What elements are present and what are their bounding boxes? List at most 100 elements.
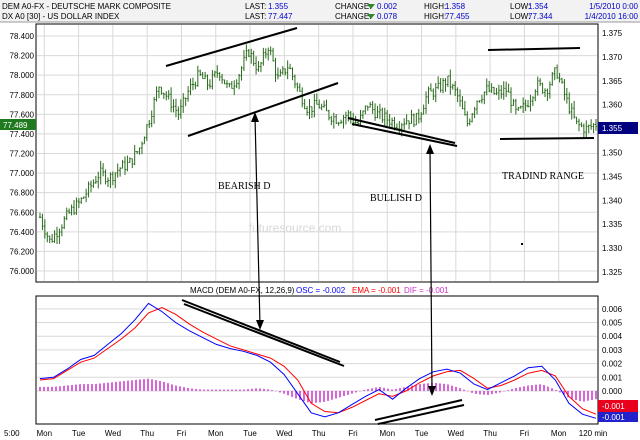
- y-tick-label: 77.000: [10, 169, 35, 178]
- y-tick-label: 78.200: [10, 52, 35, 61]
- macd-panel: [35, 295, 599, 425]
- x-tick-label: Thu: [140, 429, 154, 438]
- down-arrow-icon: [367, 4, 375, 9]
- bullish-label: BULLISH D: [370, 193, 422, 204]
- y-right-tick-label: 1.365: [602, 77, 623, 86]
- left-axis: 78.400 78.200 78.000 77.800 77.600 77.400 77.2…: [10, 32, 35, 276]
- bearish-label: BEARISH D: [218, 181, 271, 192]
- x-tick-label: Thu: [312, 429, 326, 438]
- low-label-dx: LOW:: [510, 12, 530, 21]
- macd-rising-line: [374, 399, 463, 421]
- x-tick-label: Mon: [379, 429, 395, 438]
- x-tick-label: Wed: [448, 429, 464, 438]
- x-tick-label: Wed: [105, 429, 121, 438]
- symbol-dem: DEM A0-FX - DEUTSCHE MARK COMPOSITE: [2, 2, 171, 11]
- y-right-tick-label: 1.360: [602, 101, 623, 110]
- change-label-dem: CHANGE:: [335, 2, 371, 11]
- dem-last-badge-text: 1.355: [602, 124, 623, 133]
- y-right-tick-label: 1.345: [602, 172, 623, 181]
- macd-ema-label: EMA = -0.001: [352, 286, 401, 295]
- x-tick-label: Mon: [37, 429, 53, 438]
- y-right-tick-label: 1.325: [602, 268, 623, 277]
- macd-tick-label: 0.002: [602, 360, 623, 369]
- datetime-dx: 1/4/2010 16:00: [585, 12, 639, 21]
- y-tick-label: 77.400: [10, 130, 35, 139]
- macd-ema-badge-text: -0.001: [602, 402, 625, 411]
- bullish-arrow-line: [429, 147, 433, 393]
- y-tick-label: 76.600: [10, 208, 35, 217]
- macd-tick-label: 0.001: [602, 373, 623, 382]
- x-tick-label: Tue: [72, 429, 86, 438]
- macd-axis: 0.006 0.005 0.004 0.003 0.002 0.001 0.000: [602, 305, 623, 396]
- dx-last-badge: [0, 119, 36, 130]
- range-bottom-line: [499, 137, 595, 140]
- datetime-dem: 1/5/2010 0:00: [589, 2, 638, 11]
- y-tick-label: 78.000: [10, 71, 35, 80]
- low-value-dem: 1.354: [528, 2, 549, 11]
- change-value-dx: 0.078: [377, 12, 398, 21]
- last-label-dem: LAST:: [245, 2, 266, 11]
- macd-falling-line-2: [183, 303, 345, 367]
- dem-last-badge: [598, 122, 638, 134]
- low-label-dem: LOW:: [510, 2, 530, 11]
- macd-rising-line-2: [377, 404, 465, 425]
- x-axis: 5:00 Mon Tue Wed Thu Fri Mon Tue Wed Thu Fri Mon Tue…: [4, 429, 607, 438]
- macd-tick-label: 0.000: [602, 387, 623, 396]
- x-tick-label: Wed: [276, 429, 292, 438]
- x-tick-label: Thu: [483, 429, 497, 438]
- high-value-dem: 1.358: [445, 2, 466, 11]
- symbol-dx: DX A0 [30] - US DOLLAR INDEX: [2, 12, 120, 21]
- right-axis: 1.375 1.370 1.365 1.360 1.355 1.350 1.345 1.340…: [602, 29, 623, 277]
- macd-ema-badge: [598, 400, 638, 412]
- change-value-dem: 0.002: [377, 2, 398, 11]
- arrow-down-icon: [428, 386, 436, 396]
- y-tick-label: 76.400: [10, 228, 35, 237]
- last-value-dx: 77.447: [268, 12, 293, 21]
- trading-range-label: TRADIND RANGE: [502, 171, 584, 182]
- last-value-dem: 1.355: [268, 2, 289, 11]
- macd-dif-badge: [598, 412, 638, 422]
- macd-falling-line: [181, 299, 341, 363]
- y-right-tick-label: 1.340: [602, 196, 623, 205]
- macd-tick-label: 0.003: [602, 346, 623, 355]
- watermark: futuresource.com: [249, 221, 342, 235]
- last-label-dx: LAST:: [245, 12, 266, 21]
- macd-osc-label: OSC = -0.002: [296, 286, 346, 295]
- x-tick-label: 5:00: [4, 429, 20, 438]
- y-right-tick-label: 1.375: [602, 29, 623, 38]
- macd-dif-label: DIF = -0.001: [404, 286, 449, 295]
- y-right-tick-label: 1.330: [602, 244, 623, 253]
- macd-histogram: [39, 378, 597, 404]
- lower-channel-line: [187, 82, 339, 137]
- y-tick-label: 76.800: [10, 189, 35, 198]
- x-tick-label: Mon: [551, 429, 567, 438]
- macd-tick-label: 0.004: [602, 332, 623, 341]
- x-tick-label: Tue: [415, 429, 429, 438]
- upper-channel-line: [165, 27, 298, 67]
- y-right-tick-label: 1.350: [602, 149, 623, 158]
- macd-title: MACD (DEM A0-FX, 12,26,9): [190, 286, 295, 295]
- y-tick-label: 77.200: [10, 150, 35, 159]
- divergence-arrows: [251, 112, 436, 396]
- falling-support-line: [347, 117, 456, 144]
- x-tick-label: Mon: [208, 429, 224, 438]
- arrow-up-icon: [426, 144, 434, 154]
- arrow-down-icon: [256, 320, 264, 330]
- x-tick-label: 120 min: [579, 429, 607, 438]
- y-right-tick-label: 1.370: [602, 53, 623, 62]
- price-series: [39, 44, 597, 245]
- macd-ema-line: [39, 306, 597, 415]
- x-tick-label: Fri: [348, 429, 358, 438]
- range-top-line: [487, 47, 581, 51]
- y-tick-label: 78.400: [10, 32, 35, 41]
- header-bar: [0, 0, 640, 22]
- macd-dif-badge-text: -0.001: [602, 413, 625, 422]
- high-value-dx: 77.455: [445, 12, 470, 21]
- x-tick-label: Fri: [177, 429, 187, 438]
- change-label-dx: CHANGE:: [335, 12, 371, 21]
- low-value-dx: 77.344: [528, 12, 553, 21]
- macd-dif-line: [39, 302, 597, 419]
- down-arrow-icon: [367, 14, 375, 19]
- y-right-tick-label: 1.335: [602, 220, 623, 229]
- x-tick-label: Tue: [243, 429, 257, 438]
